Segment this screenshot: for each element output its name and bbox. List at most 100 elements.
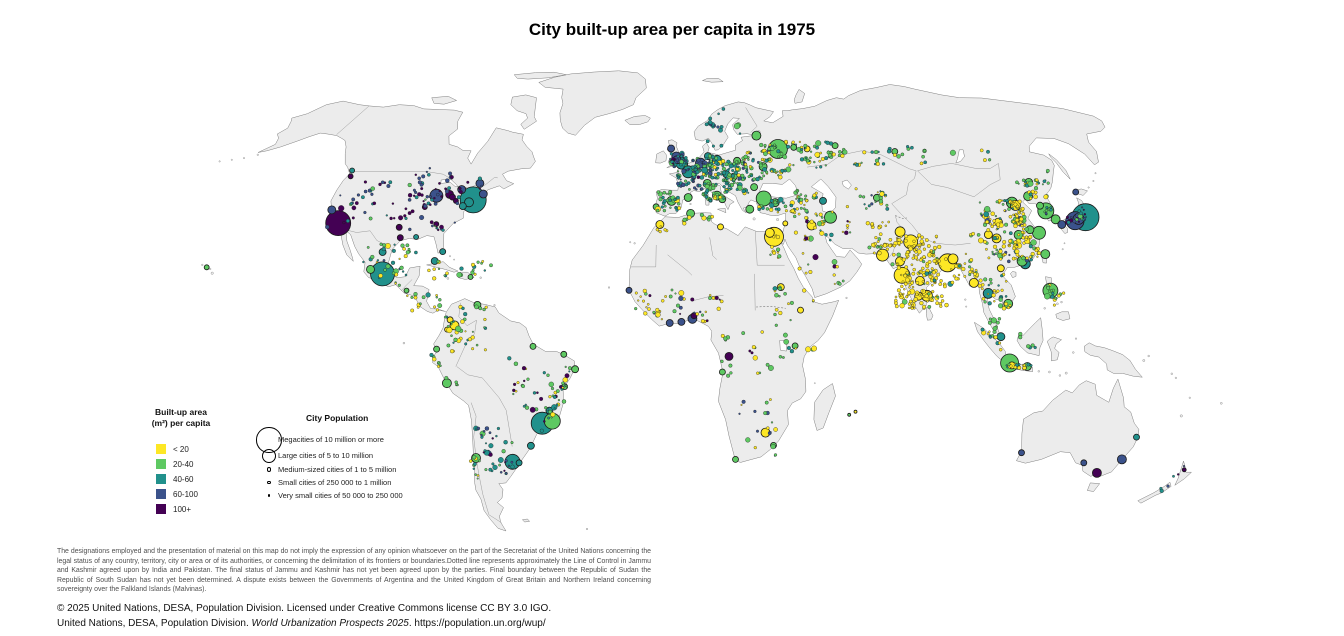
- city-dot: [459, 266, 464, 271]
- city-dot: [532, 391, 537, 395]
- island: [1179, 414, 1183, 418]
- city-dot: [978, 201, 981, 204]
- city-dot: [687, 215, 692, 220]
- city-dot: [699, 175, 705, 180]
- city-dot: [695, 312, 699, 316]
- city-dot: [872, 251, 876, 255]
- city-dot: [782, 201, 785, 205]
- city-bubble: [1181, 467, 1187, 473]
- city-dot: [483, 348, 487, 352]
- city-dot: [443, 274, 446, 277]
- city-dot: [820, 157, 825, 161]
- landmass: [624, 115, 651, 125]
- city-dot: [987, 320, 992, 325]
- city-dot: [455, 201, 460, 206]
- city-dot: [907, 306, 911, 310]
- city-dot: [794, 347, 797, 350]
- city-dot: [1001, 203, 1005, 206]
- city-dot: [750, 174, 753, 178]
- city-dot: [1023, 184, 1026, 187]
- city-dot: [704, 122, 709, 127]
- city-dot: [675, 208, 679, 212]
- city-dot: [704, 156, 708, 161]
- city-dot: [1030, 239, 1037, 246]
- city-dot: [382, 243, 387, 248]
- city-dot: [895, 236, 898, 239]
- city-dot: [894, 304, 899, 309]
- city-dot: [815, 140, 822, 147]
- city-dot: [483, 269, 486, 272]
- city-dot: [561, 399, 567, 404]
- city-dot: [660, 205, 664, 209]
- city-dot: [634, 291, 638, 295]
- city-dot: [639, 295, 642, 298]
- city-dot: [424, 198, 427, 201]
- city-dot: [430, 198, 434, 202]
- city-dot: [691, 169, 694, 172]
- city-dot: [855, 162, 859, 167]
- city-dot: [726, 181, 729, 185]
- city-dot: [1029, 364, 1033, 367]
- city-bubble: [325, 210, 352, 237]
- city-dot: [922, 247, 926, 251]
- city-dot: [1045, 168, 1050, 173]
- city-dot: [561, 381, 565, 385]
- island: [243, 157, 245, 160]
- city-dot: [877, 237, 881, 241]
- city-dot: [505, 472, 508, 475]
- city-dot: [1016, 243, 1019, 247]
- city-dot: [708, 199, 712, 203]
- city-dot: [458, 186, 462, 191]
- city-dot: [414, 190, 418, 194]
- city-dot: [476, 426, 481, 431]
- city-dot: [432, 267, 436, 271]
- city-dot: [692, 159, 695, 162]
- city-dots-layer: [325, 107, 1186, 493]
- city-dot: [674, 292, 677, 295]
- city-dot: [780, 168, 785, 173]
- city-dot: [1081, 206, 1084, 209]
- city-dot: [351, 205, 357, 211]
- city-dot: [413, 292, 418, 297]
- city-dot: [769, 207, 774, 212]
- city-dot: [674, 206, 677, 209]
- city-dot: [714, 184, 718, 188]
- island: [964, 298, 967, 301]
- city-dot: [841, 279, 845, 283]
- city-dot: [760, 330, 764, 334]
- city-bubble: [732, 455, 739, 463]
- city-dot: [1172, 474, 1175, 478]
- city-dot: [484, 305, 488, 309]
- city-dot: [908, 246, 913, 252]
- city-dot: [676, 303, 680, 308]
- city-dot: [407, 182, 412, 188]
- city-dot: [797, 212, 801, 216]
- island: [402, 342, 405, 345]
- city-dot: [764, 400, 769, 405]
- city-dot: [916, 249, 922, 255]
- city-dot: [1008, 239, 1013, 244]
- city-dot: [920, 289, 924, 293]
- city-dot: [921, 154, 925, 159]
- legend-area-label: 20-40: [173, 459, 194, 469]
- city-bubble: [467, 274, 474, 280]
- city-dot: [489, 263, 493, 268]
- city-dot: [743, 158, 746, 161]
- city-dot: [984, 206, 991, 213]
- city-dot: [684, 156, 688, 160]
- landmass: [426, 261, 459, 273]
- city-dot: [684, 164, 687, 167]
- city-dot: [1007, 362, 1011, 366]
- city-dot: [917, 243, 921, 247]
- landmass: [431, 96, 457, 105]
- city-dot: [1050, 294, 1055, 299]
- city-bubble: [1040, 249, 1051, 260]
- city-dot: [971, 271, 974, 274]
- legend-city-population: City Population Megacities of 10 million…: [252, 413, 442, 513]
- city-dot: [550, 386, 555, 391]
- city-dot: [383, 268, 387, 272]
- city-dot: [978, 237, 984, 244]
- city-dot: [404, 216, 408, 220]
- city-dot: [801, 252, 805, 255]
- city-dot: [950, 268, 953, 271]
